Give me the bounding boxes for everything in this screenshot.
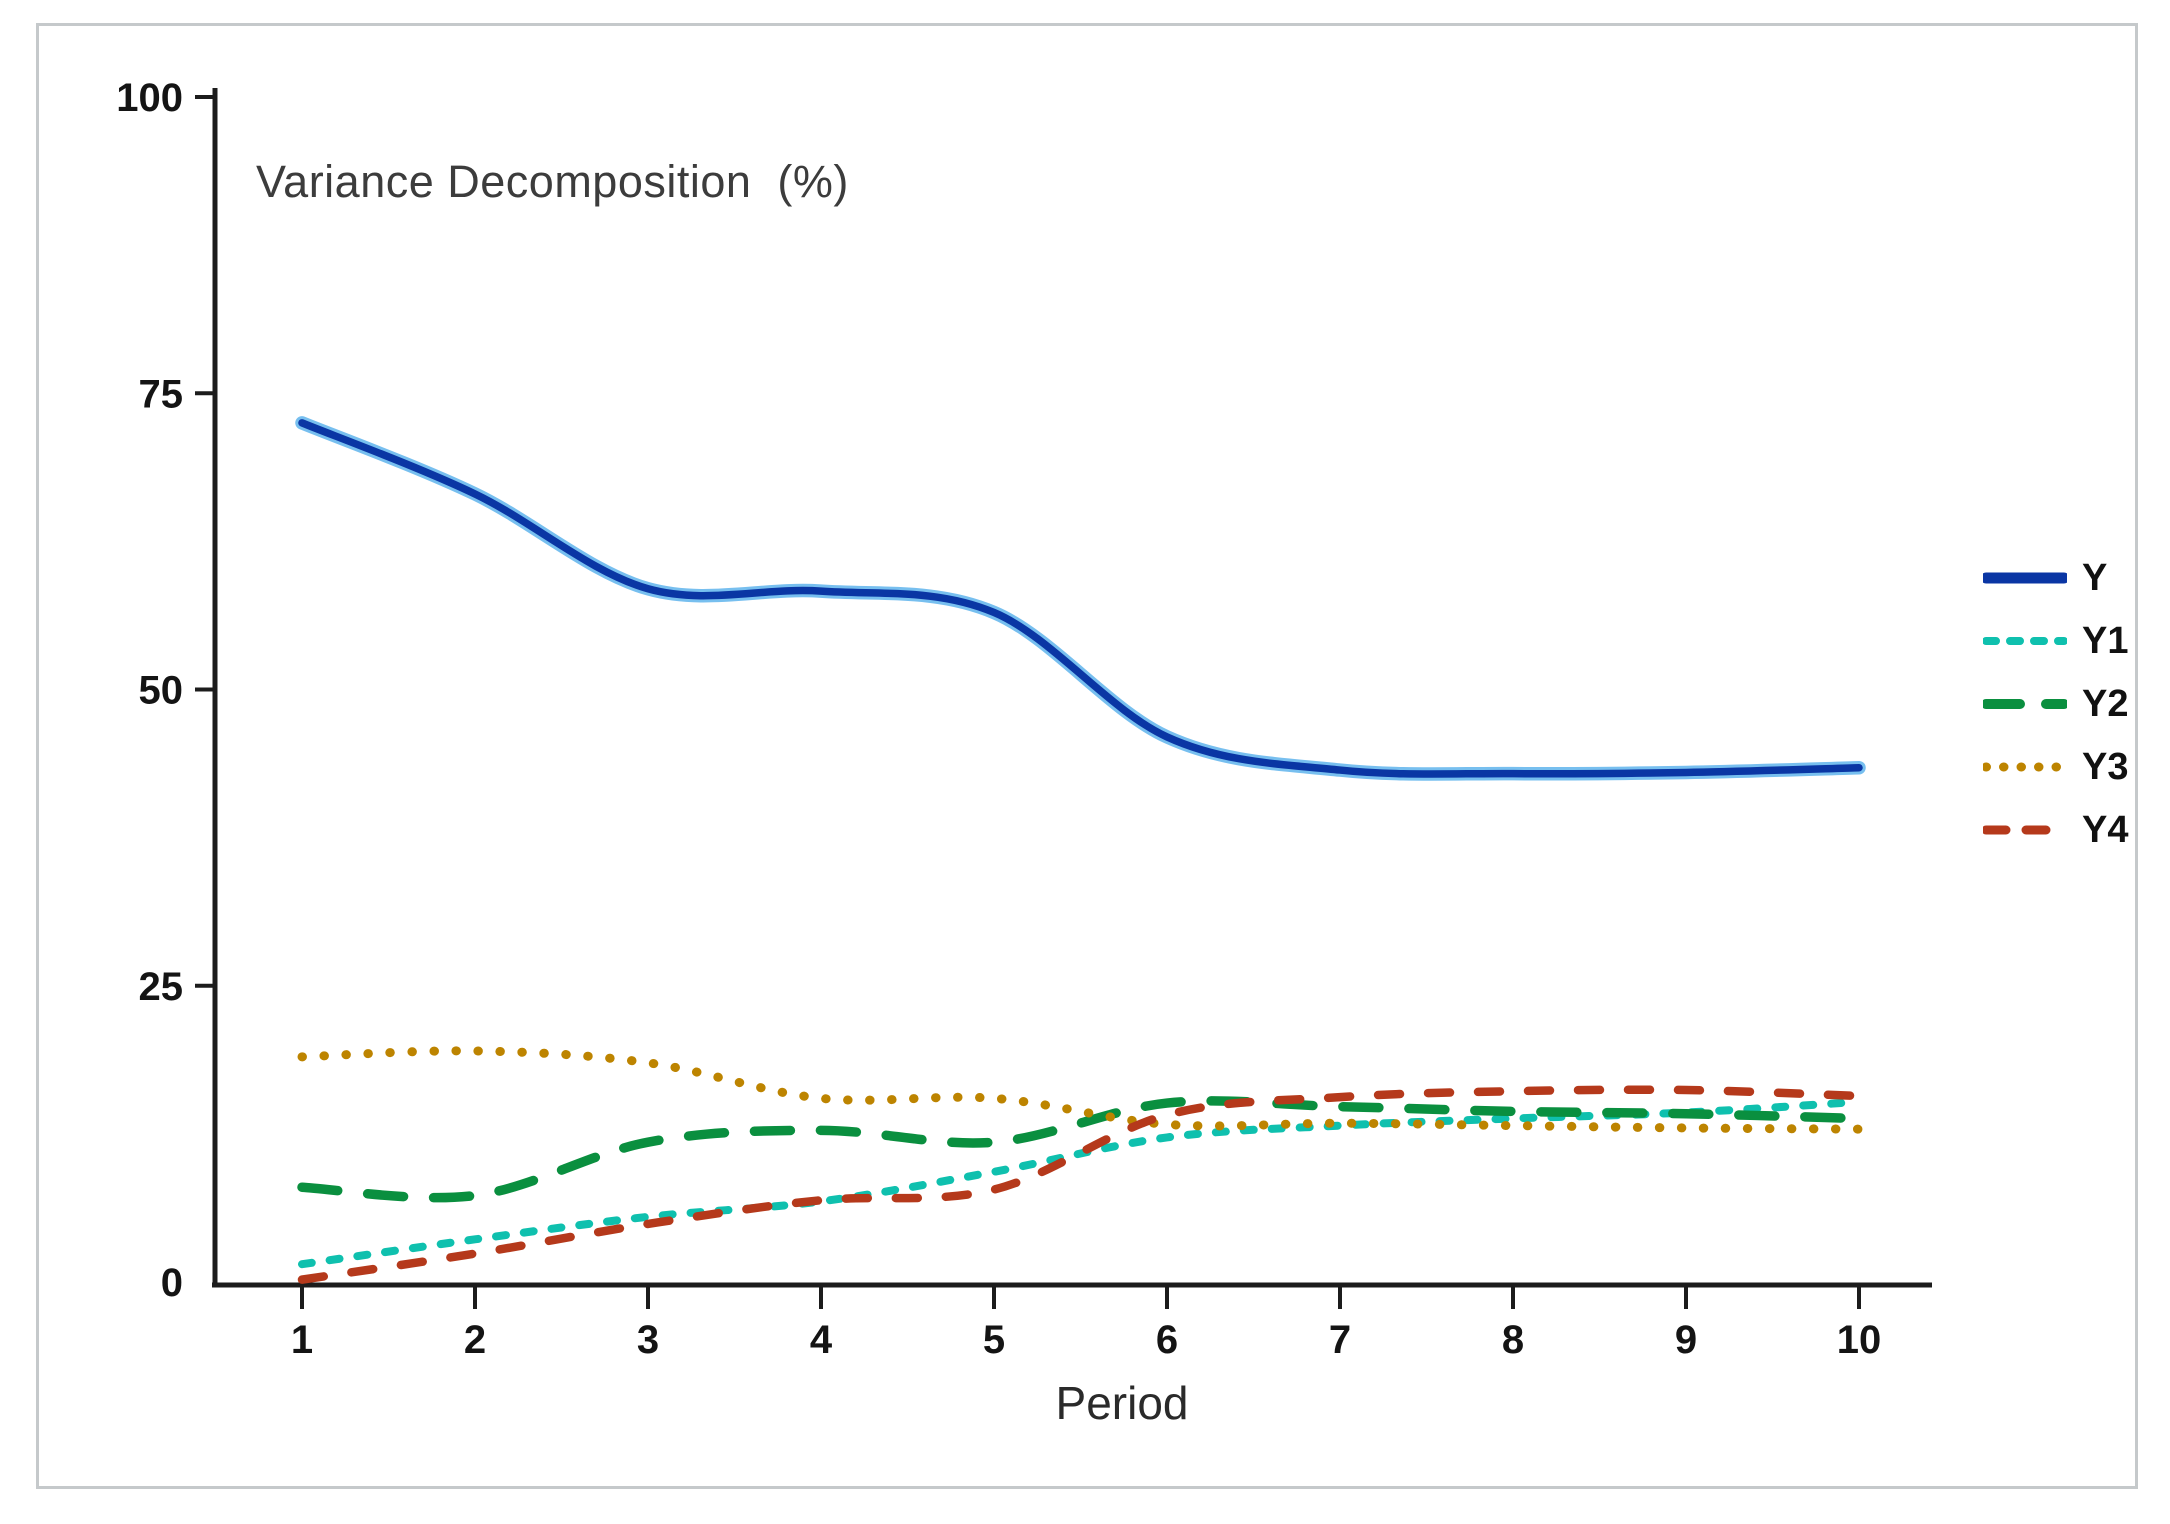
x-tick-label: 2 [464,1318,486,1362]
legend-label-y1: Y1 [2082,619,2129,662]
series-line-halo-y [295,416,1866,781]
legend-item-y2: Y2 [1983,672,2128,735]
y-tick-label: 75 [139,372,184,416]
legend-item-y1: Y1 [1983,609,2128,672]
y-tick-label: 100 [116,76,183,120]
legend-item-y4: Y4 [1983,798,2128,861]
legend-line-swatch-y [1983,572,2067,583]
series-line-y2 [297,1096,1864,1203]
x-tick-label: 7 [1329,1318,1351,1362]
legend-label-y4: Y4 [2082,808,2129,851]
x-tick-label: 5 [983,1318,1005,1362]
series-line-y [298,419,1863,778]
legend-line-swatch-y3 [1983,762,2067,771]
legend-line-swatch-y2 [1983,698,2067,709]
x-tick-label: 3 [637,1318,659,1362]
legend-item-y: Y [1983,546,2128,609]
series-line-y1 [298,1097,1863,1269]
legend-line-swatch-y1 [1983,636,2067,645]
x-tick-label: 6 [1156,1318,1178,1362]
series-line-y4 [297,1085,1864,1284]
legend-label-y: Y [2082,556,2108,599]
x-tick-label: 4 [810,1318,833,1362]
x-tick-label: 9 [1675,1318,1697,1362]
legend: Y Y1 Y2 Y3 Y4 [1983,546,2128,861]
series-line-y3 [297,1046,1864,1134]
legend-label-y2: Y2 [2082,682,2129,725]
x-axis-label: Period [1055,1377,1189,1429]
legend-line-swatch-y4 [1983,825,2067,834]
x-tick-label: 8 [1502,1318,1524,1362]
y-tick-label: 25 [139,965,184,1009]
legend-item-y3: Y3 [1983,735,2128,798]
x-tick-label: 10 [1837,1318,1882,1362]
chart-frame [36,23,2138,1489]
legend-label-y3: Y3 [2082,745,2129,788]
y-tick-label: 50 [139,669,184,713]
chart-title: Variance Decomposition (%) [256,156,849,207]
x-tick-label: 1 [291,1318,313,1362]
y-tick-label: 0 [161,1261,183,1305]
